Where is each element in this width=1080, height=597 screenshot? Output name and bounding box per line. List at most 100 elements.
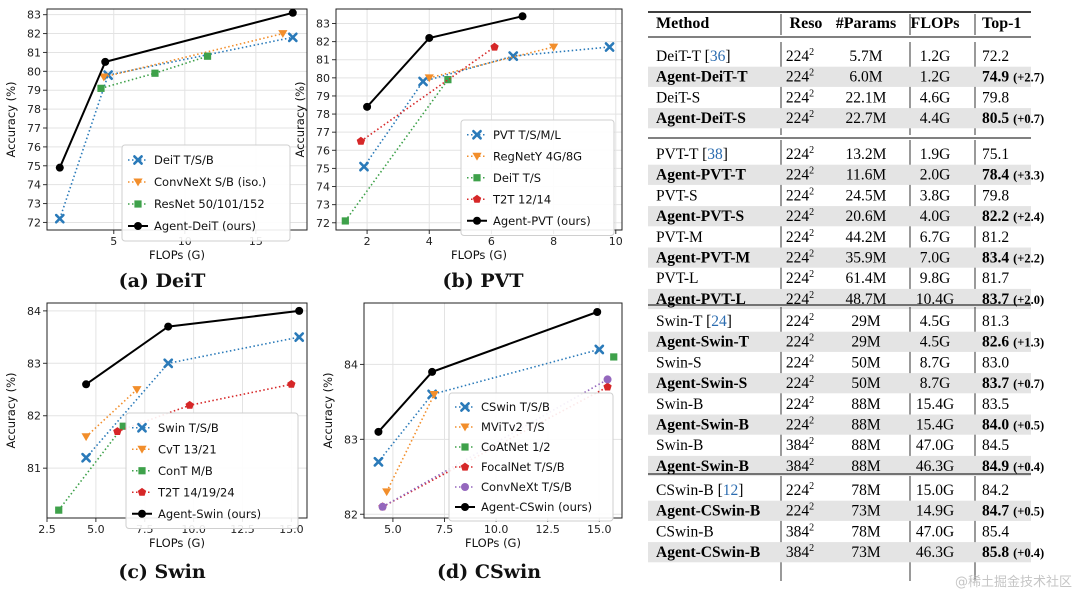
top1-cell: 81.7	[982, 270, 1009, 287]
reso-value: 224	[786, 354, 810, 371]
citation-open: [	[698, 146, 707, 163]
legend-entry: Agent-PVT (ours)	[467, 214, 591, 228]
y-tick-label: 77	[27, 122, 41, 135]
series-cvt-13-21	[81, 386, 142, 442]
data-point	[97, 84, 105, 92]
reso-value: 224	[786, 229, 810, 246]
top1-gain: (+2.4)	[1013, 210, 1044, 224]
legend-entry: DeiT T/S	[467, 171, 541, 185]
top1-value: 83.4	[982, 250, 1009, 267]
row-highlight	[648, 288, 1031, 310]
series-line	[59, 36, 293, 219]
data-point	[132, 386, 142, 394]
method-name: PVT-L	[656, 270, 699, 287]
top1-value: 78.4	[982, 167, 1009, 184]
flops-cell: 6.7G	[920, 229, 951, 246]
legend-marker	[473, 216, 481, 225]
reso-squared: 2	[809, 249, 814, 260]
legend-entry: ConT M/B	[132, 464, 213, 478]
y-tick-label: 77	[316, 126, 330, 139]
series-regnety-4g-8g	[424, 43, 559, 83]
y-tick-label: 74	[316, 181, 330, 194]
reso-squared: 2	[809, 374, 814, 385]
legend-entry: DeiT T/S/B	[128, 153, 214, 167]
legend-label: DeiT T/S/B	[154, 153, 214, 167]
legend-marker	[133, 178, 143, 187]
top1-cell: 83.7 (+2.0)	[982, 291, 1044, 308]
reso-value: 384	[786, 523, 810, 540]
reso-cell: 3842	[786, 543, 814, 561]
reso-value: 224	[786, 503, 810, 520]
method-name: Swin-T	[656, 313, 703, 330]
top1-value: 80.5	[982, 110, 1009, 127]
data-point	[163, 358, 174, 369]
y-tick-label: 82	[27, 410, 41, 423]
top1-gain: (+3.3)	[1013, 169, 1044, 183]
flops-cell: 8.7G	[920, 375, 951, 392]
params-cell: 78M	[851, 482, 881, 499]
flops-cell: 1.9G	[920, 146, 951, 163]
citation-ref[interactable]: 12	[723, 482, 739, 499]
flops-cell: 10.4G	[916, 291, 954, 308]
y-tick-label: 83	[316, 17, 330, 30]
citation-ref[interactable]: 38	[707, 146, 723, 163]
legend-label: CSwin T/S/B	[481, 400, 550, 414]
y-tick-label: 82	[316, 36, 330, 49]
top1-cell: 85.8 (+0.4)	[982, 544, 1044, 561]
legend-entry: CvT 13/21	[132, 442, 217, 456]
flops-cell: 3.8G	[920, 187, 951, 204]
column-header: Top-1	[982, 15, 1021, 32]
reso-value: 224	[786, 313, 810, 330]
legend-marker	[461, 443, 469, 451]
series-line	[360, 46, 495, 142]
params-cell: 73M	[851, 503, 881, 520]
row-highlight	[648, 455, 1031, 477]
top1-gain: (+0.7)	[1013, 112, 1044, 126]
table-row: PVT-T [38] 2242 13.2M 1.9G 75.1	[656, 145, 1009, 163]
params-cell: 61.4M	[846, 270, 887, 287]
table-row-agent: Agent-CSwin-B 2242 73M 14.9G 84.7 (+0.5)	[648, 500, 1044, 521]
data-point	[425, 33, 434, 42]
reso-cell: 2242	[786, 68, 814, 86]
row-highlight	[648, 331, 1031, 352]
y-tick-label: 73	[27, 198, 41, 211]
reso-squared: 2	[809, 333, 814, 344]
legend-entry: T2T 14/19/24	[132, 485, 235, 499]
y-tick-label: 72	[27, 216, 41, 229]
method-name: Agent-Swin-T	[656, 334, 750, 351]
method-name: Agent-CSwin-B	[656, 503, 760, 520]
top1-cell: 82.6 (+1.3)	[982, 334, 1044, 351]
params-cell: 88M	[851, 417, 881, 434]
params-cell: 29M	[851, 334, 881, 351]
legend-label: FocalNet T/S/B	[481, 460, 565, 474]
params-cell: 88M	[851, 437, 881, 454]
reso-cell: 3842	[786, 522, 814, 540]
series-t2t-12-14	[356, 42, 499, 145]
params-cell: 11.6M	[846, 167, 887, 184]
top1-cell: 83.0	[982, 354, 1009, 371]
citation-open: [	[701, 48, 710, 65]
params-cell: 13.2M	[846, 146, 887, 163]
legend: DeiT T/S/B ConvNeXt S/B (iso.) ResNet 50/1…	[121, 144, 291, 242]
series-cont-m-b	[55, 422, 127, 514]
table-row-agent: Agent-Swin-S 2242 50M 8.7G 83.7 (+0.7)	[648, 373, 1044, 394]
row-highlight	[648, 500, 1031, 521]
params-cell: 24.5M	[846, 187, 887, 204]
method-cell: Swin-T [24]	[656, 313, 732, 330]
x-tick-label: 2	[364, 235, 371, 248]
citation-ref[interactable]: 36	[710, 48, 726, 65]
legend-entry: ResNet 50/101/152	[128, 197, 265, 211]
top1-cell: 79.8	[982, 187, 1009, 204]
table-row-agent: Agent-CSwin-B 3842 73M 46.3G 85.8 (+0.4)	[648, 542, 1044, 563]
reso-value: 224	[786, 417, 810, 434]
flops-cell: 46.3G	[916, 458, 954, 475]
data-point	[55, 163, 64, 172]
method-cell: DeiT-T [36]	[656, 48, 731, 65]
legend-box	[125, 412, 299, 529]
data-point	[288, 8, 297, 17]
data-point	[82, 380, 91, 389]
legend-marker	[138, 467, 146, 475]
citation-ref[interactable]: 24	[711, 313, 727, 330]
top1-gain: (+2.7)	[1013, 71, 1044, 85]
row-highlight	[648, 414, 1031, 435]
